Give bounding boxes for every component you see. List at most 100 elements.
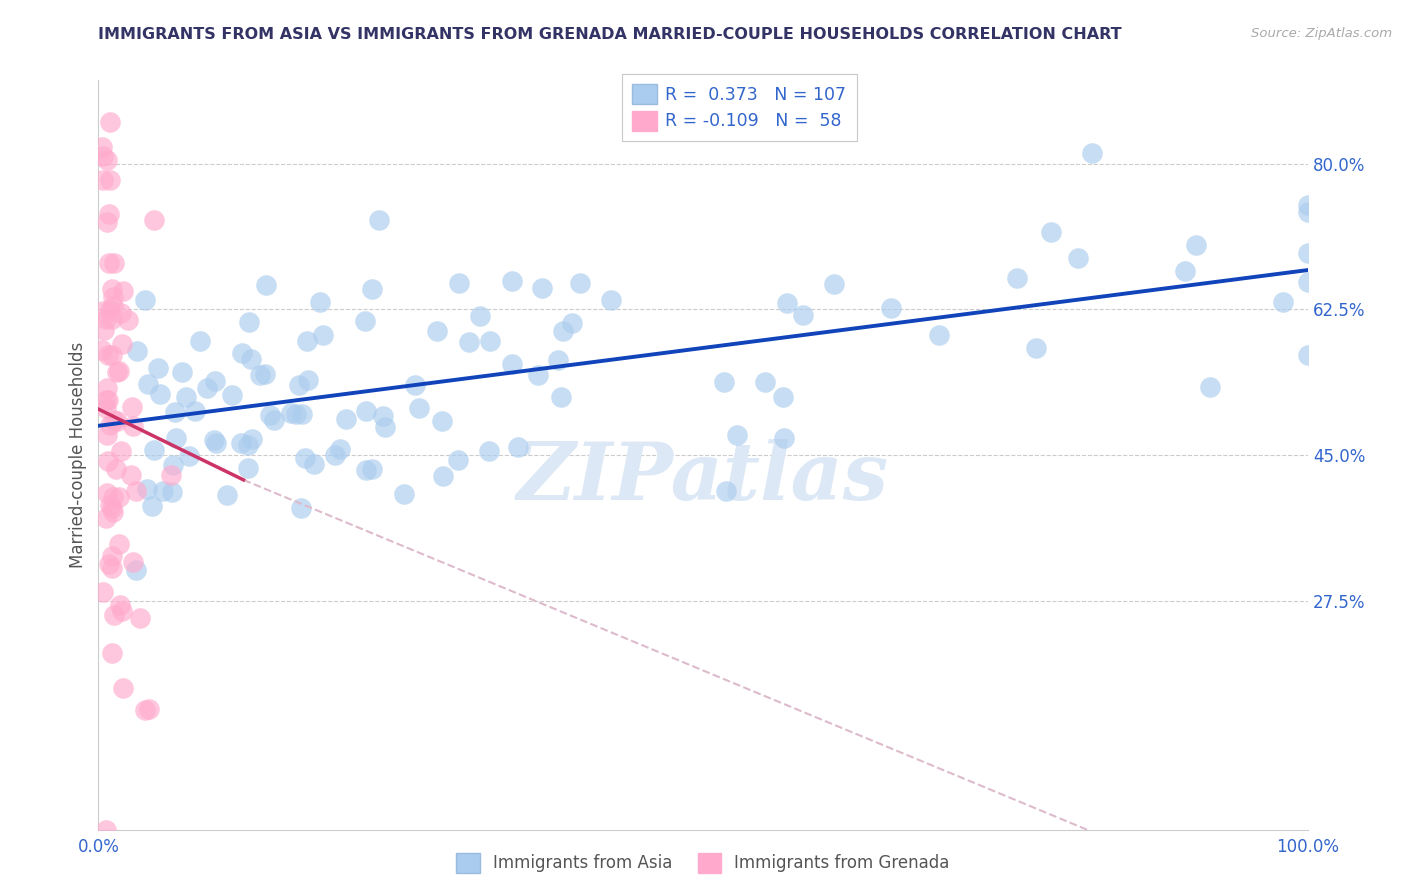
Point — [447, 276, 470, 290]
Point — [561, 316, 583, 330]
Point — [136, 377, 159, 392]
Point — [98, 256, 121, 270]
Point — [101, 299, 124, 313]
Point — [928, 328, 950, 343]
Point — [1296, 246, 1319, 260]
Point — [231, 346, 253, 360]
Point — [792, 309, 814, 323]
Point — [96, 428, 118, 442]
Point — [772, 430, 794, 444]
Point — [360, 282, 382, 296]
Point — [447, 453, 470, 467]
Point — [91, 149, 114, 163]
Point — [231, 435, 253, 450]
Point — [329, 442, 352, 457]
Point — [94, 392, 117, 407]
Point — [308, 294, 330, 309]
Point — [101, 348, 124, 362]
Point — [105, 365, 128, 379]
Point — [217, 487, 239, 501]
Point — [202, 433, 225, 447]
Point — [96, 215, 118, 229]
Point — [242, 432, 264, 446]
Point — [754, 375, 776, 389]
Point — [125, 344, 148, 359]
Point — [177, 449, 200, 463]
Point — [1296, 348, 1319, 362]
Point — [404, 377, 426, 392]
Point — [120, 468, 142, 483]
Point — [96, 486, 118, 500]
Point — [1067, 251, 1090, 265]
Point — [98, 172, 121, 186]
Point — [249, 368, 271, 382]
Point — [107, 364, 129, 378]
Point — [304, 458, 326, 472]
Point — [110, 306, 132, 320]
Point — [290, 500, 312, 515]
Point — [91, 303, 114, 318]
Point — [204, 374, 226, 388]
Point — [101, 290, 124, 304]
Point — [91, 140, 114, 154]
Point — [122, 555, 145, 569]
Text: ZIPatlas: ZIPatlas — [517, 439, 889, 516]
Text: IMMIGRANTS FROM ASIA VS IMMIGRANTS FROM GRENADA MARRIED-COUPLE HOUSEHOLDS CORREL: IMMIGRANTS FROM ASIA VS IMMIGRANTS FROM … — [98, 27, 1122, 42]
Point — [776, 295, 799, 310]
Point — [285, 407, 308, 421]
Point — [1296, 197, 1319, 211]
Point — [101, 282, 124, 296]
Point — [530, 281, 553, 295]
Point — [143, 213, 166, 227]
Point — [714, 484, 737, 499]
Y-axis label: Married-couple Households: Married-couple Households — [69, 342, 87, 568]
Point — [103, 255, 125, 269]
Point — [312, 327, 335, 342]
Point — [105, 414, 128, 428]
Point — [108, 490, 131, 504]
Point — [547, 353, 569, 368]
Point — [240, 351, 263, 366]
Point — [165, 430, 187, 444]
Point — [149, 387, 172, 401]
Point — [97, 348, 120, 362]
Point — [323, 448, 346, 462]
Point — [205, 436, 228, 450]
Point — [374, 420, 396, 434]
Point — [125, 563, 148, 577]
Point — [100, 312, 122, 326]
Point — [1296, 205, 1319, 219]
Point — [160, 468, 183, 483]
Point — [259, 408, 281, 422]
Point — [121, 400, 143, 414]
Point — [134, 703, 156, 717]
Point — [294, 450, 316, 465]
Point — [297, 373, 319, 387]
Point — [1025, 341, 1047, 355]
Point — [197, 381, 219, 395]
Point — [1040, 225, 1063, 239]
Point — [101, 505, 124, 519]
Point — [291, 407, 314, 421]
Point — [508, 440, 530, 454]
Point — [725, 428, 748, 442]
Point — [91, 584, 114, 599]
Point — [288, 378, 311, 392]
Point — [263, 412, 285, 426]
Point — [408, 401, 430, 415]
Point — [94, 401, 117, 416]
Point — [101, 501, 124, 516]
Point — [553, 324, 575, 338]
Point — [96, 153, 118, 167]
Point — [184, 404, 207, 418]
Point — [174, 390, 197, 404]
Point — [1296, 275, 1319, 289]
Point — [91, 343, 114, 357]
Point — [392, 487, 415, 501]
Point — [253, 368, 276, 382]
Point — [112, 681, 135, 695]
Point — [295, 334, 318, 348]
Point — [1272, 295, 1295, 310]
Point — [100, 561, 122, 575]
Point — [134, 293, 156, 307]
